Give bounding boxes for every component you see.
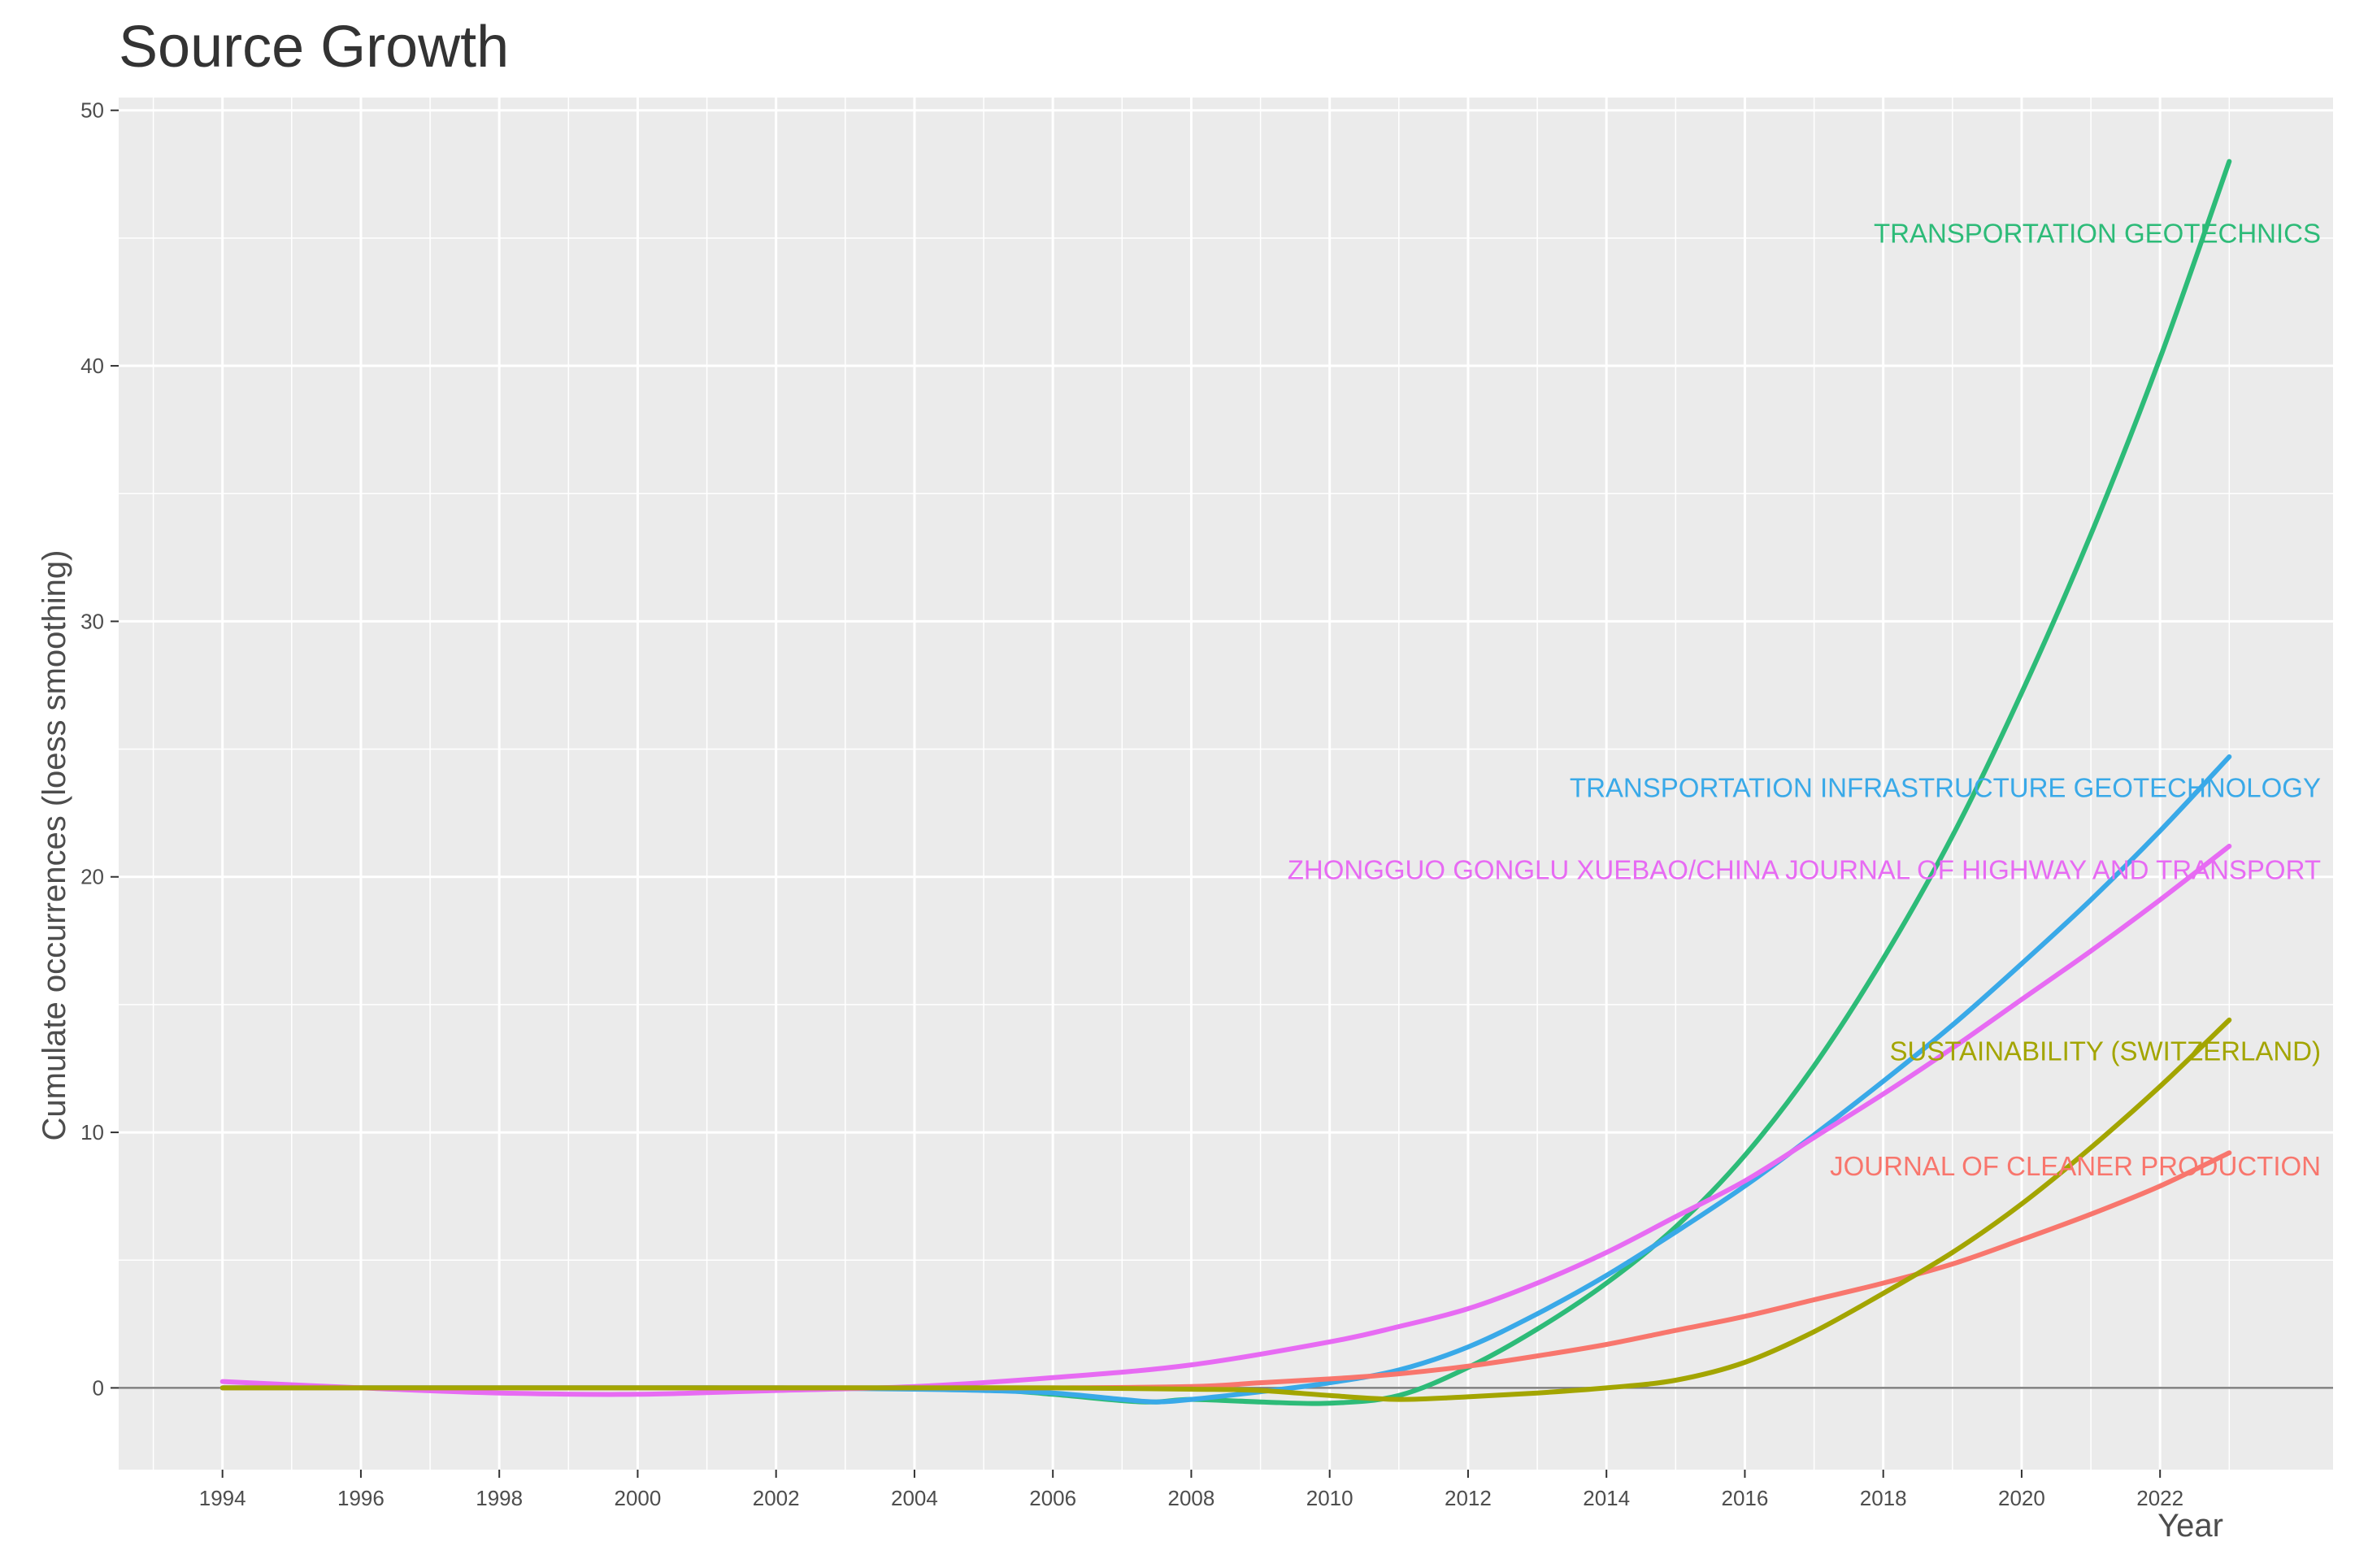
x-tick-label: 2018 [1860, 1486, 1907, 1510]
x-tick-label: 2016 [1722, 1486, 1769, 1510]
x-tick-label: 1998 [476, 1486, 523, 1510]
series-line-sustainability-switzerland [219, 1017, 2232, 1402]
y-tick-label: 40 [80, 354, 104, 378]
x-tick-label: 2010 [1306, 1486, 1353, 1510]
y-tick-label: 10 [80, 1120, 104, 1145]
y-axis-title: Cumulate occurrences (loess smoothing) [37, 550, 72, 1141]
series-label-transportation-infrastructure-geotechnology: TRANSPORTATION INFRASTRUCTURE GEOTECHNOL… [1570, 773, 2321, 803]
x-tick-label: 1994 [199, 1486, 246, 1510]
plot-panel [119, 98, 2333, 1470]
chart-title: Source Growth [119, 15, 509, 80]
series-labels: TRANSPORTATION GEOTECHNICS TRANSPORTATION… [1288, 219, 2321, 1181]
x-tick-label: 2004 [891, 1486, 938, 1510]
x-tick-label: 2002 [753, 1486, 800, 1510]
series-label-journal-of-cleaner-production: JOURNAL OF CLEANER PRODUCTION [1830, 1151, 2321, 1181]
series-label-transportation-geotechnics: TRANSPORTATION GEOTECHNICS [1874, 219, 2321, 249]
x-tick-label: 2022 [2136, 1486, 2183, 1510]
minor-gridlines [119, 98, 2333, 1470]
x-tick-label: 2020 [1998, 1486, 2045, 1510]
x-tick-label: 2012 [1445, 1486, 1492, 1510]
y-axis: 0 10 20 30 40 50 [80, 98, 119, 1400]
y-tick-label: 20 [80, 865, 104, 889]
x-tick-label: 2014 [1583, 1486, 1630, 1510]
y-tick-label: 30 [80, 609, 104, 633]
series-label-sustainability-switzerland: SUSTAINABILITY (SWITZERLAND) [1889, 1036, 2321, 1066]
y-tick-label: 0 [93, 1375, 104, 1400]
y-tick-label: 50 [80, 98, 104, 123]
x-tick-label: 2008 [1168, 1486, 1215, 1510]
x-axis-title: Year [2157, 1508, 2223, 1544]
x-tick-label: 1996 [337, 1486, 385, 1510]
x-tick-label: 2000 [615, 1486, 662, 1510]
x-tick-label: 2006 [1029, 1486, 1076, 1510]
series-line-zhongguo-gonglu-xuebao-china-journal-of-highway-and-transport [219, 844, 2232, 1397]
series-lines [219, 159, 2232, 1406]
series-label-zhongguo-gonglu-xuebao-china-journal-of-highway-and-transport: ZHONGGUO GONGLU XUEBAO/CHINA JOURNAL OF … [1288, 854, 2321, 884]
x-axis: 1994 1996 1998 2000 2002 2004 2006 2008 2010 2012… [199, 1470, 2183, 1510]
